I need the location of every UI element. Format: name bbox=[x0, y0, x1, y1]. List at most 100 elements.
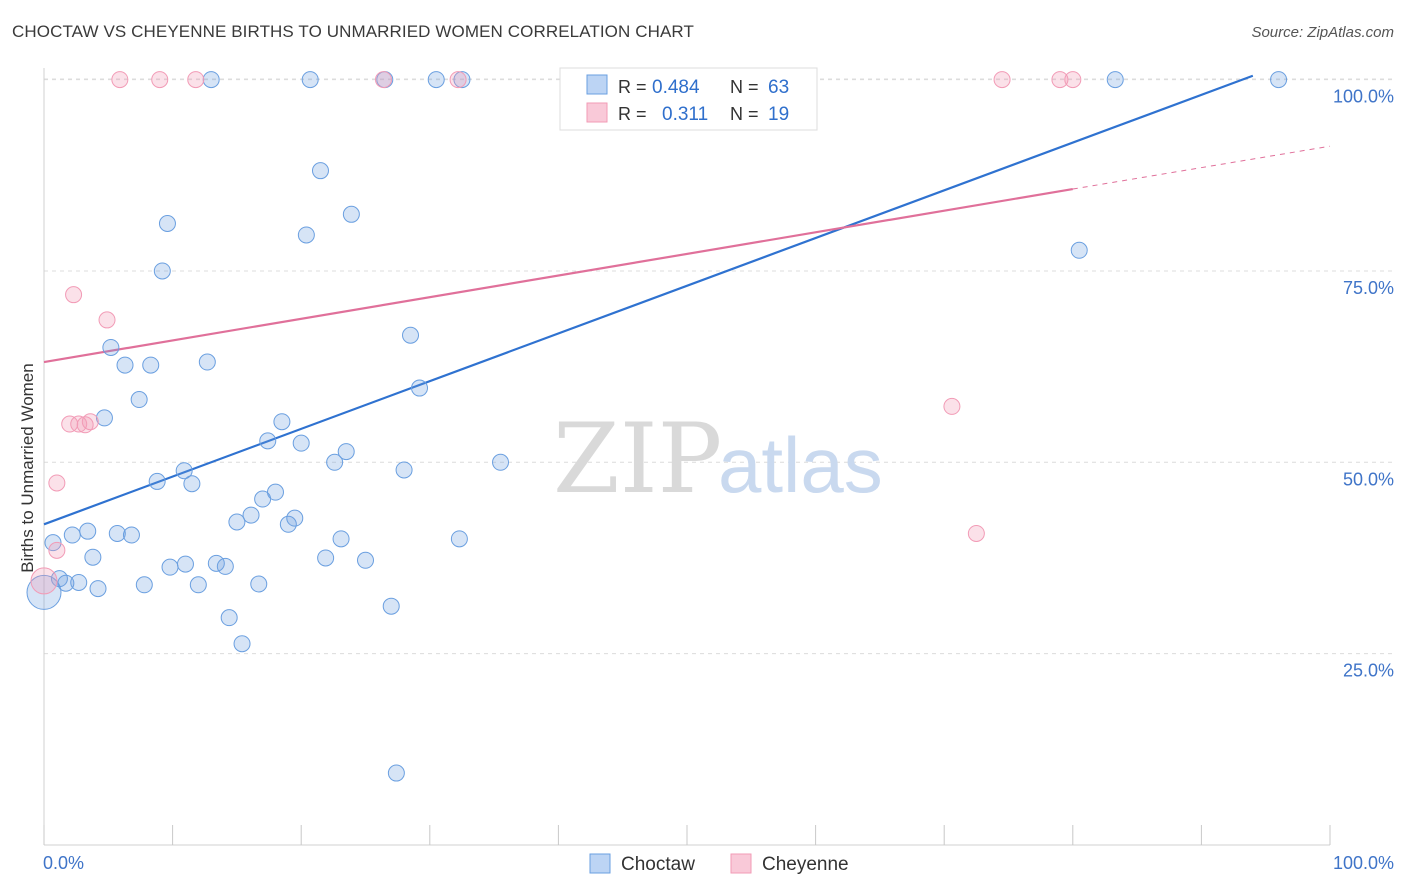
data-point-choctaw bbox=[44, 534, 62, 552]
data-point-choctaw bbox=[427, 71, 445, 89]
watermark-zip: ZIP bbox=[553, 403, 722, 515]
x-tick-label: 0.0% bbox=[43, 853, 84, 873]
data-point-cheyenne bbox=[65, 286, 83, 304]
legend-n-value-cheyenne: 19 bbox=[768, 104, 789, 125]
y-tick-label: 75.0% bbox=[1343, 278, 1394, 298]
data-point-choctaw bbox=[130, 391, 148, 409]
data-point-cheyenne bbox=[993, 71, 1011, 89]
data-point-choctaw bbox=[176, 555, 194, 573]
data-point-choctaw bbox=[382, 597, 400, 615]
legend-n-label-cheyenne: N = bbox=[730, 104, 759, 124]
data-point-choctaw bbox=[402, 326, 420, 344]
data-point-cheyenne bbox=[48, 541, 66, 559]
trend-line-choctaw bbox=[43, 74, 1254, 526]
data-point-choctaw bbox=[207, 554, 225, 572]
data-point-cheyenne bbox=[61, 415, 79, 433]
data-point-choctaw bbox=[326, 453, 344, 471]
legend-r-value-choctaw: 0.484 bbox=[652, 77, 700, 98]
data-point-cheyenne bbox=[967, 524, 985, 542]
data-point-cheyenne bbox=[111, 71, 129, 89]
data-point-choctaw bbox=[57, 574, 75, 592]
data-point-choctaw bbox=[1070, 241, 1088, 259]
data-point-choctaw bbox=[122, 526, 140, 544]
series-legend: Choctaw Cheyenne bbox=[589, 853, 849, 875]
tick-labels: 25.0% 50.0% 75.0% 100.0% 0.0% 100.0% bbox=[43, 87, 1394, 873]
series-legend-swatch-choctaw bbox=[589, 853, 611, 874]
data-point-choctaw bbox=[395, 461, 413, 479]
data-point-choctaw bbox=[337, 443, 355, 461]
data-point-choctaw bbox=[183, 475, 201, 493]
trend-line-cheyenne-extension bbox=[1072, 145, 1331, 190]
data-point-choctaw bbox=[279, 515, 297, 533]
series-legend-swatch-cheyenne bbox=[730, 853, 752, 874]
data-point-choctaw bbox=[198, 353, 216, 371]
data-point-choctaw bbox=[102, 338, 120, 356]
data-point-choctaw bbox=[79, 522, 97, 540]
series-legend-label-cheyenne: Cheyenne bbox=[762, 854, 849, 875]
data-point-cheyenne bbox=[151, 71, 169, 89]
data-point-cheyenne bbox=[76, 416, 94, 434]
data-point-choctaw bbox=[161, 558, 179, 576]
legend-n-label-choctaw: N = bbox=[730, 77, 759, 97]
data-point-choctaw bbox=[202, 71, 220, 89]
data-point-choctaw bbox=[63, 526, 81, 544]
data-point-choctaw bbox=[95, 409, 113, 427]
data-point-choctaw bbox=[84, 548, 102, 566]
data-point-choctaw bbox=[233, 635, 251, 653]
data-point-choctaw bbox=[26, 574, 62, 610]
data-point-cheyenne bbox=[48, 474, 66, 492]
data-point-choctaw bbox=[292, 434, 310, 452]
data-point-cheyenne bbox=[30, 567, 58, 595]
data-point-cheyenne bbox=[943, 397, 961, 415]
legend-swatch-cheyenne bbox=[586, 102, 608, 123]
data-point-choctaw bbox=[1106, 71, 1124, 89]
data-point-choctaw bbox=[273, 413, 291, 431]
data-point-choctaw bbox=[135, 576, 153, 594]
chart-title: CHOCTAW VS CHEYENNE BIRTHS TO UNMARRIED … bbox=[12, 22, 694, 41]
series-legend-label-choctaw: Choctaw bbox=[621, 854, 695, 875]
data-point-choctaw bbox=[411, 379, 429, 397]
trend-lines bbox=[43, 74, 1331, 526]
data-point-choctaw bbox=[453, 71, 471, 89]
data-point-choctaw bbox=[342, 205, 360, 223]
x-tick-label: 100.0% bbox=[1333, 853, 1394, 873]
data-point-choctaw bbox=[70, 573, 88, 591]
trend-line-cheyenne bbox=[43, 187, 1073, 364]
data-point-choctaw bbox=[332, 530, 350, 548]
data-point-choctaw bbox=[242, 506, 260, 524]
source-label: Source: ZipAtlas.com bbox=[1251, 24, 1394, 41]
data-point-choctaw bbox=[286, 509, 304, 527]
data-point-choctaw bbox=[189, 576, 207, 594]
y-tick-label: 50.0% bbox=[1343, 469, 1394, 489]
data-point-choctaw bbox=[108, 524, 126, 542]
watermark-atlas: atlas bbox=[718, 421, 883, 509]
data-point-choctaw bbox=[1270, 71, 1288, 89]
data-point-cheyenne bbox=[1051, 71, 1069, 89]
data-point-choctaw bbox=[220, 609, 238, 627]
legend-r-value-cheyenne: 0.311 bbox=[662, 104, 708, 125]
y-tick-label: 25.0% bbox=[1343, 661, 1394, 681]
data-point-choctaw bbox=[216, 557, 234, 575]
data-point-choctaw bbox=[250, 575, 268, 593]
data-point-choctaw bbox=[357, 551, 374, 569]
series-cheyenne-points bbox=[30, 71, 1082, 595]
legend-r-label-choctaw: R = bbox=[618, 77, 647, 97]
legend-r-label-cheyenne: R = bbox=[618, 104, 647, 124]
data-point-cheyenne bbox=[98, 311, 116, 329]
data-point-choctaw bbox=[259, 432, 277, 450]
data-point-choctaw bbox=[116, 356, 134, 374]
data-point-choctaw bbox=[153, 262, 171, 280]
data-point-choctaw bbox=[158, 214, 176, 232]
data-point-choctaw bbox=[387, 764, 405, 782]
data-point-choctaw bbox=[142, 356, 160, 374]
y-tick-label: 100.0% bbox=[1333, 87, 1394, 107]
data-point-choctaw bbox=[301, 71, 319, 89]
data-point-cheyenne bbox=[187, 71, 205, 89]
data-point-choctaw bbox=[228, 513, 246, 531]
data-point-choctaw bbox=[89, 580, 107, 598]
y-axis-label: Births to Unmarried Women bbox=[18, 363, 37, 572]
data-point-choctaw bbox=[175, 462, 193, 480]
legend-swatch-choctaw bbox=[586, 74, 608, 95]
data-point-cheyenne bbox=[375, 71, 393, 89]
